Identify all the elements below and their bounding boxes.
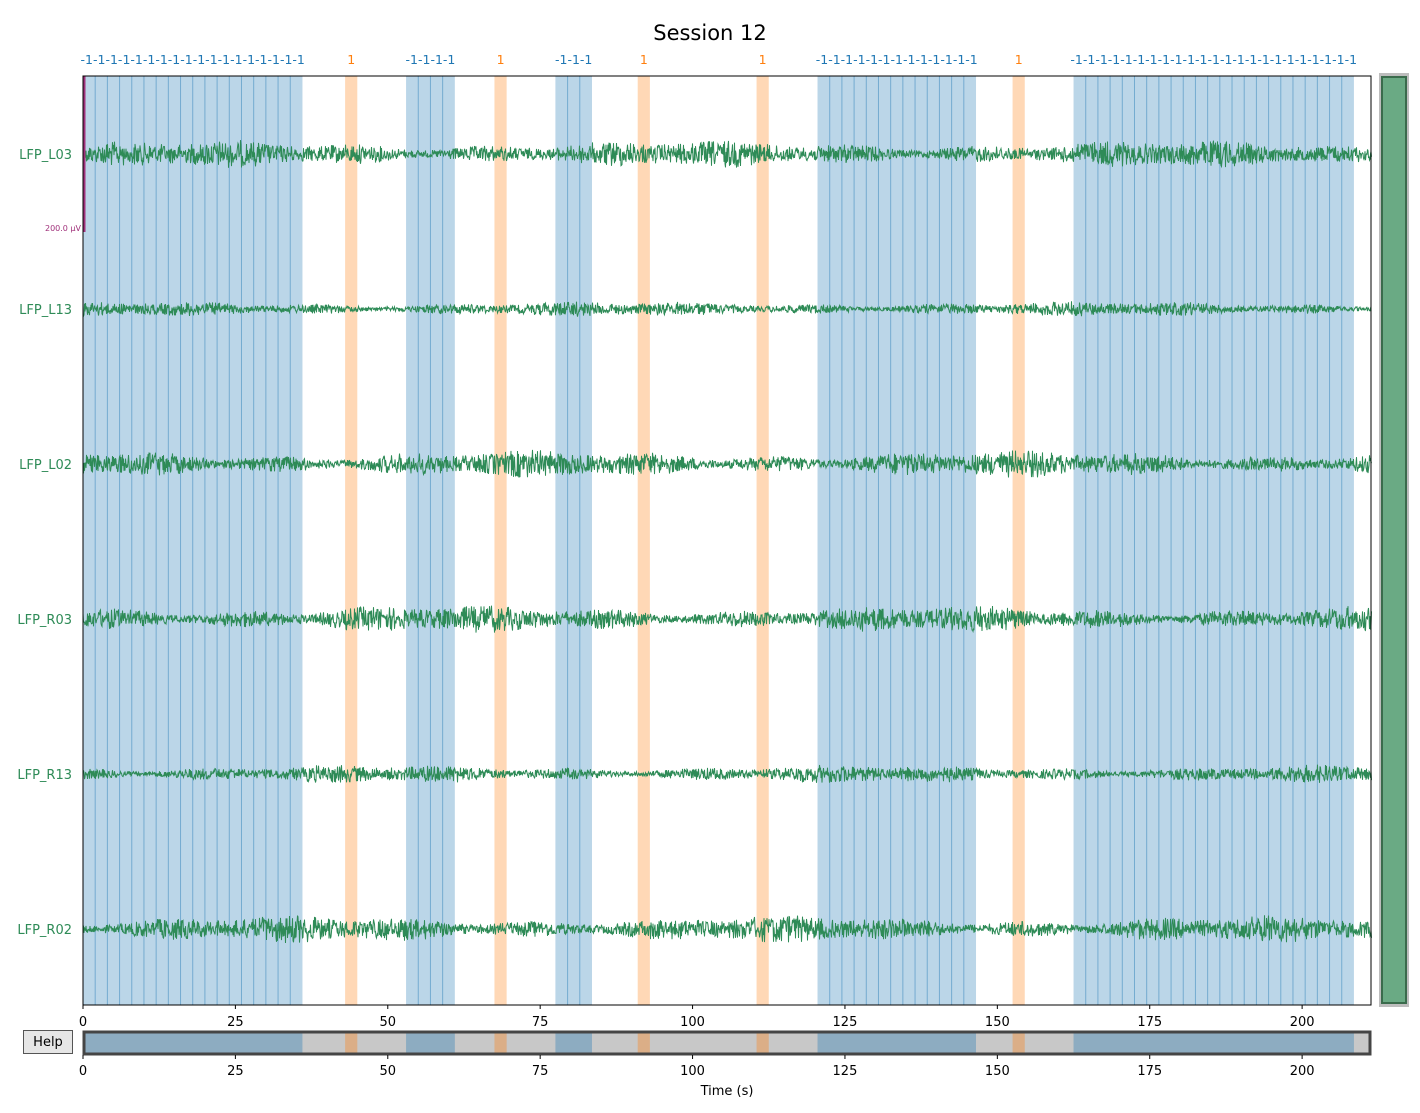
annotation-label-8: 1 (1015, 52, 1023, 67)
channel-scrollbar[interactable] (1379, 73, 1409, 1007)
channel-labels: LFP_L03 LFP_L13 LFP_L02 LFP_R03 LFP_R13 LFP_R… (17, 148, 72, 938)
annotation-span-6 (756, 76, 769, 1005)
time-scrollbar-annotations (83, 1032, 1354, 1054)
tick-label: 125 (833, 1015, 858, 1030)
scrollbar-time-axis: 0 25 50 75 100 125 150 175 200 (79, 1055, 1315, 1079)
annotation-label-6: 1 (759, 52, 767, 67)
annotation-span-8 (1012, 76, 1025, 1005)
annotation-label-5: 1 (640, 52, 648, 67)
annotation-label-3: 1 (497, 52, 505, 67)
annotation-label-2: -1-1-1-1 (406, 52, 456, 67)
time-scrollbar-track (83, 1031, 1371, 1055)
trace-LFP_R02 (82, 915, 1372, 944)
annotation-span-4 (555, 76, 592, 1005)
tick-label: 75 (532, 1015, 549, 1030)
main-plot[interactable]: 200.0 µV (45, 75, 1372, 1006)
annotation-span-3 (494, 76, 507, 1005)
plot-background (83, 76, 1371, 1005)
scrollbar-annotation-8 (1012, 1032, 1025, 1054)
time-axis-label: Time (s) (700, 1084, 754, 1099)
annotation-label-1: 1 (347, 52, 355, 67)
main-time-axis: 0 25 50 75 100 125 150 175 200 (79, 1005, 1315, 1030)
annotation-labels: -1-1-1-1-1-1-1-1-1-1-1-1-1-1-1-1-1-1 1 -1-… (81, 52, 1358, 67)
channel-label[interactable]: LFP_R02 (17, 923, 72, 938)
channel-label[interactable]: LFP_L02 (19, 458, 72, 473)
scalebar: 200.0 µV (45, 76, 86, 233)
channel-label[interactable]: LFP_L03 (19, 148, 72, 163)
annotation-label-4: -1-1-1 (555, 52, 592, 67)
tick-label: 175 (1137, 1064, 1162, 1079)
annotation-label-9: -1-1-1-1-1-1-1-1-1-1-1-1-1-1-1-1-1-1-1-1… (1070, 52, 1357, 67)
tick-label: 0 (79, 1015, 87, 1030)
scrollbar-annotation-5 (637, 1032, 650, 1054)
tick-label: 175 (1137, 1015, 1162, 1030)
tick-label: 125 (833, 1064, 858, 1079)
tick-label: 200 (1290, 1015, 1315, 1030)
scrollbar-annotation-3 (494, 1032, 507, 1054)
annotation-span-2 (406, 76, 455, 1005)
trace-LFP_R03 (82, 605, 1372, 634)
scrollbar-annotation-2 (406, 1032, 455, 1054)
scrollbar-annotation-9 (1073, 1032, 1354, 1054)
tick-label: 150 (985, 1064, 1010, 1079)
window-title: Session 12 (653, 21, 767, 45)
tick-label: 75 (532, 1064, 549, 1079)
tick-label: 50 (380, 1015, 397, 1030)
annotation-span-0 (83, 76, 303, 1005)
tick-label: 100 (680, 1015, 705, 1030)
tick-label: 0 (79, 1064, 87, 1079)
annotation-span-5 (637, 76, 650, 1005)
tick-label: 100 (680, 1064, 705, 1079)
annotation-label-0: -1-1-1-1-1-1-1-1-1-1-1-1-1-1-1-1-1-1 (81, 52, 305, 67)
scrollbar-annotation-4 (555, 1032, 592, 1054)
scalebar-label: 200.0 µV (45, 224, 82, 233)
trace-LFP_L13 (82, 301, 1372, 318)
time-scrollbar[interactable] (82, 1030, 1372, 1056)
trace-LFP_L03 (82, 140, 1372, 169)
trace-LFP_R13 (82, 764, 1372, 783)
channel-label[interactable]: LFP_L13 (19, 303, 72, 318)
annotation-label-7: -1-1-1-1-1-1-1-1-1-1-1-1-1 (816, 52, 978, 67)
scrollbar-annotation-1 (345, 1032, 358, 1054)
annotation-span-1 (345, 76, 358, 1005)
channel-scrollbar-thumb[interactable] (1381, 76, 1407, 1004)
annotation-span-9 (1073, 76, 1354, 1005)
tick-label: 25 (227, 1015, 244, 1030)
channel-traces (82, 140, 1372, 944)
scrollbar-annotation-6 (756, 1032, 769, 1054)
scrollbar-annotation-7 (817, 1032, 977, 1054)
tick-label: 200 (1290, 1064, 1315, 1079)
trace-LFP_L02 (82, 449, 1372, 478)
tick-label: 25 (227, 1064, 244, 1079)
plot-frame (82, 75, 1372, 1006)
time-scrollbar-view[interactable] (82, 1030, 1372, 1056)
scrollbar-annotation-0 (83, 1032, 303, 1054)
annotation-span-7 (817, 76, 977, 1005)
tick-label: 150 (985, 1015, 1010, 1030)
help-button[interactable]: Help (23, 1030, 73, 1054)
channel-label[interactable]: LFP_R03 (17, 613, 72, 628)
tick-label: 50 (380, 1064, 397, 1079)
channel-label[interactable]: LFP_R13 (17, 768, 72, 783)
